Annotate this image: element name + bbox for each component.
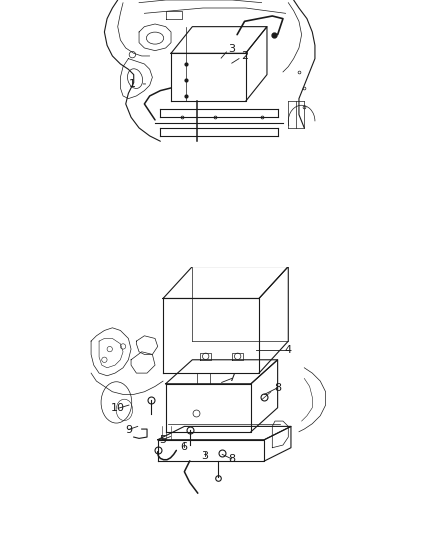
Text: 2: 2 [241, 51, 248, 61]
Text: 10: 10 [111, 403, 125, 413]
Text: 6: 6 [180, 442, 187, 452]
Text: 3: 3 [201, 451, 208, 461]
Text: 8: 8 [274, 383, 281, 393]
Text: 5: 5 [159, 435, 166, 445]
Text: 3: 3 [228, 44, 235, 54]
Text: 7: 7 [228, 374, 235, 383]
Text: 1: 1 [129, 79, 136, 89]
Text: 9: 9 [125, 425, 132, 434]
Text: 8: 8 [228, 454, 235, 464]
Text: 4: 4 [285, 345, 292, 356]
